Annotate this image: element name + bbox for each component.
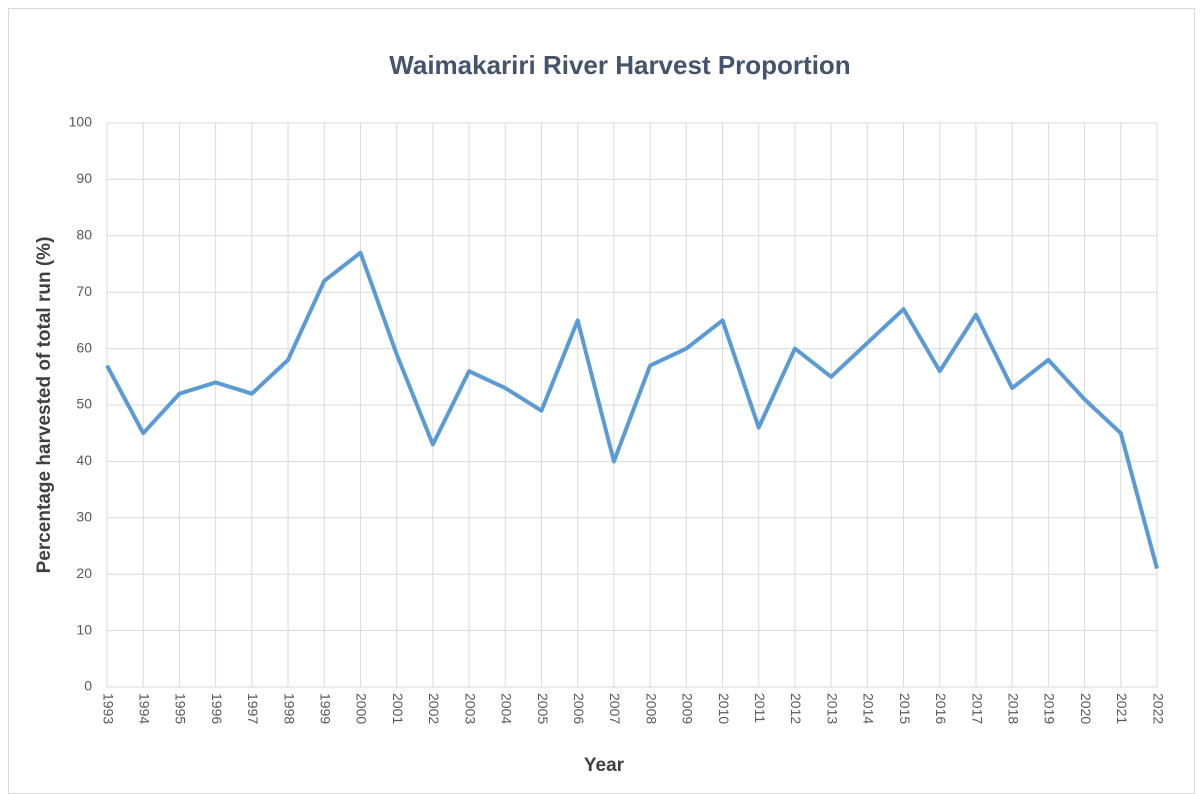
x-tick-label: 2007 [607, 693, 623, 724]
x-tick-label: 2006 [571, 693, 587, 724]
x-tick-label: 2002 [426, 693, 442, 724]
x-tick-label: 2005 [535, 693, 551, 724]
chart-frame [8, 8, 1195, 794]
x-tick-label: 2021 [1114, 693, 1130, 724]
x-tick-label: 1993 [100, 693, 116, 724]
y-tick-label: 50 [76, 396, 92, 412]
y-axis-title: Percentage harvested of total run (%) [34, 237, 55, 574]
y-tick-label: 40 [76, 452, 92, 468]
y-tick-label: 70 [76, 283, 92, 299]
x-tick-label: 2016 [933, 693, 949, 724]
y-tick-label: 100 [69, 114, 93, 130]
x-tick-label: 2004 [499, 693, 515, 724]
x-tick-label: 2001 [390, 693, 406, 724]
x-tick-label: 2008 [643, 693, 659, 724]
x-tick-label: 2019 [1042, 693, 1058, 724]
x-tick-label: 1994 [137, 693, 153, 724]
x-tick-label: 1999 [318, 693, 334, 724]
y-tick-label: 80 [76, 227, 92, 243]
y-tick-label: 60 [76, 339, 92, 355]
x-tick-label: 2003 [462, 693, 478, 724]
x-tick-label: 1998 [281, 693, 297, 724]
x-tick-label: 1996 [209, 693, 225, 724]
chart-title: Waimakariri River Harvest Proportion [389, 50, 850, 80]
x-tick-label: 2000 [354, 693, 370, 724]
y-tick-label: 90 [76, 170, 92, 186]
x-tick-label: 2018 [1005, 693, 1021, 724]
y-tick-label: 20 [76, 565, 92, 581]
x-tick-label: 2015 [897, 693, 913, 724]
y-tick-label: 10 [76, 621, 92, 637]
x-tick-label: 2014 [861, 693, 877, 724]
x-tick-label: 2009 [680, 693, 696, 724]
x-tick-label: 2013 [824, 693, 840, 724]
x-tick-label: 1995 [173, 693, 189, 724]
x-tick-label: 2022 [1150, 693, 1166, 724]
x-tick-label: 2012 [788, 693, 804, 724]
x-tick-label: 2010 [716, 693, 732, 724]
line-series [105, 250, 1159, 570]
y-tick-label: 30 [76, 509, 92, 525]
y-tick-label: 0 [84, 678, 92, 694]
x-tick-label: 2020 [1078, 693, 1094, 724]
x-tick-label: 2011 [752, 693, 768, 723]
x-tick-label: 2017 [969, 693, 985, 724]
x-axis-title: Year [584, 755, 625, 776]
x-tick-label: 1997 [245, 693, 261, 724]
